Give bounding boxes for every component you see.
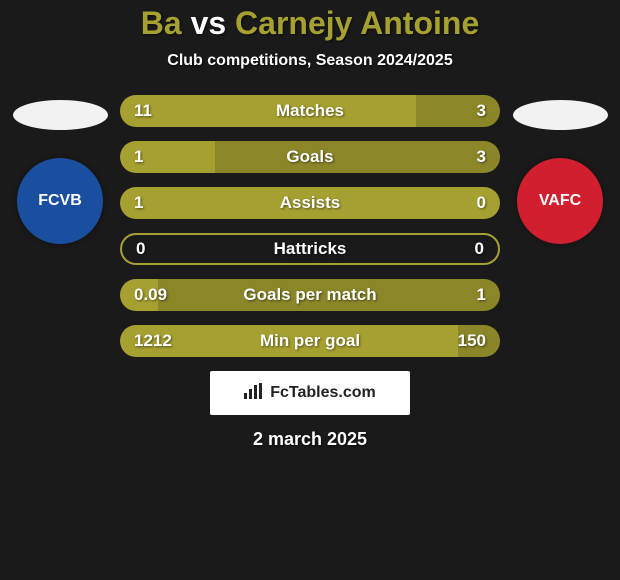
source-text: FcTables.com	[270, 384, 376, 402]
player-photo-placeholder-left	[13, 100, 108, 130]
stat-label: Min per goal	[120, 325, 500, 357]
right-player-column: VAFC	[510, 95, 610, 244]
stat-row: 0.091Goals per match	[120, 279, 500, 311]
stat-label: Hattricks	[122, 235, 498, 263]
title-player2: Carnejy Antoine	[235, 5, 479, 41]
stat-row: 113Matches	[120, 95, 500, 127]
stat-row: 1212150Min per goal	[120, 325, 500, 357]
stats-column: 113Matches 13Goals 10Assists 00Hattricks 0.0…	[120, 95, 500, 357]
main-row: FCVB 113Matches 13Goals 10Assists 00Hattric…	[0, 95, 620, 357]
title: Ba vs Carnejy Antoine	[0, 5, 620, 42]
chart-icon	[244, 383, 264, 404]
footer-date: 2 march 2025	[0, 429, 620, 450]
subtitle: Club competitions, Season 2024/2025	[0, 52, 620, 70]
club-badge-left: FCVB	[17, 158, 103, 244]
stat-label: Assists	[120, 187, 500, 219]
stat-label: Goals	[120, 141, 500, 173]
title-vs: vs	[191, 5, 227, 41]
stat-label: Goals per match	[120, 279, 500, 311]
stat-row: 13Goals	[120, 141, 500, 173]
left-player-column: FCVB	[10, 95, 110, 244]
club-badge-right: VAFC	[517, 158, 603, 244]
source-badge: FcTables.com	[210, 371, 410, 415]
title-player1: Ba	[141, 5, 182, 41]
club-badge-right-text: VAFC	[539, 192, 581, 210]
comparison-card: Ba vs Carnejy Antoine Club competitions,…	[0, 0, 620, 450]
stat-label: Matches	[120, 95, 500, 127]
stat-row: 10Assists	[120, 187, 500, 219]
club-badge-left-text: FCVB	[38, 192, 82, 210]
stat-row: 00Hattricks	[120, 233, 500, 265]
player-photo-placeholder-right	[513, 100, 608, 130]
